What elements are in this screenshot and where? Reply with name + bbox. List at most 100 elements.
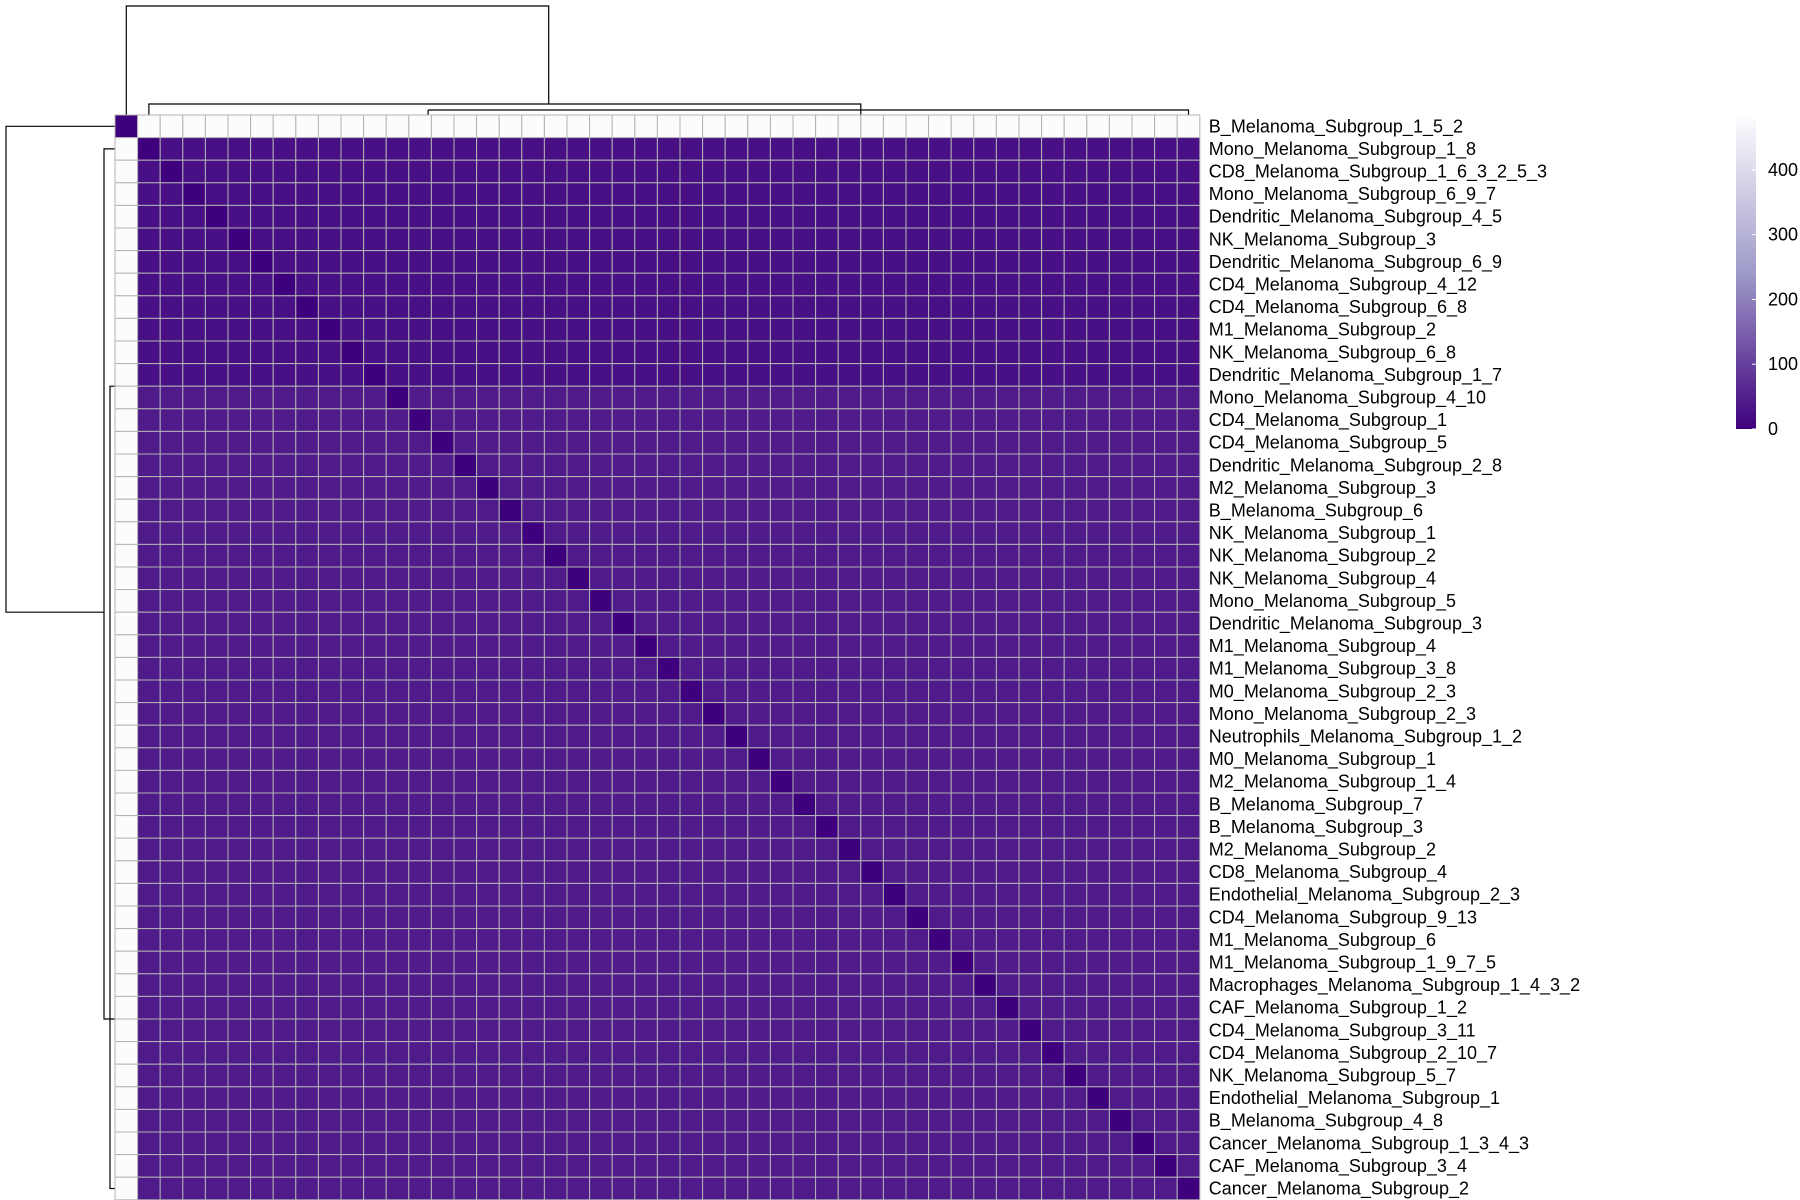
heatmap-cell bbox=[634, 566, 658, 591]
heatmap-cell bbox=[250, 408, 274, 432]
heatmap-cell bbox=[860, 543, 884, 568]
heatmap-cell bbox=[204, 317, 229, 342]
heatmap-cell bbox=[114, 476, 139, 500]
heatmap-cell bbox=[611, 204, 636, 229]
heatmap-cell bbox=[340, 589, 365, 613]
heatmap-cell bbox=[363, 182, 387, 206]
heatmap-cell bbox=[159, 679, 184, 704]
heatmap-cell bbox=[340, 204, 365, 229]
heatmap-cell bbox=[702, 159, 726, 184]
heatmap-cell bbox=[1086, 1086, 1110, 1110]
heatmap-cell bbox=[702, 227, 726, 252]
heatmap-cell bbox=[1063, 905, 1088, 930]
heatmap-cell bbox=[611, 182, 636, 206]
heatmap-cell bbox=[634, 250, 658, 274]
heatmap-cell bbox=[385, 1108, 410, 1133]
heatmap-cell bbox=[137, 250, 161, 274]
heatmap-cell bbox=[860, 498, 884, 523]
heatmap-cell bbox=[679, 272, 704, 297]
heatmap-cell bbox=[928, 295, 952, 319]
heatmap-cell bbox=[1176, 204, 1201, 229]
heatmap-cell bbox=[1131, 1131, 1156, 1156]
heatmap-cell bbox=[317, 995, 342, 1020]
heatmap-cell bbox=[408, 679, 432, 704]
heatmap-cell bbox=[566, 973, 591, 997]
heatmap-cell bbox=[227, 589, 252, 613]
heatmap-cell bbox=[1041, 498, 1065, 523]
heatmap-cell bbox=[363, 476, 387, 500]
heatmap-cell bbox=[792, 272, 817, 297]
heatmap-cell bbox=[543, 204, 568, 229]
heatmap-cell bbox=[928, 385, 952, 410]
heatmap-cell bbox=[272, 1108, 297, 1133]
heatmap-cell bbox=[363, 1108, 387, 1133]
heatmap-cell bbox=[769, 634, 794, 658]
heatmap-cell bbox=[634, 1176, 658, 1200]
heatmap-cell bbox=[747, 702, 771, 726]
heatmap-cell bbox=[340, 928, 365, 952]
heatmap-cell bbox=[747, 860, 771, 884]
heatmap-cell bbox=[589, 905, 613, 930]
heatmap-cell bbox=[724, 905, 749, 930]
heatmap-cell bbox=[182, 1018, 206, 1043]
heatmap-cell bbox=[769, 882, 794, 907]
heatmap-cell bbox=[204, 950, 229, 975]
heatmap-cell bbox=[611, 295, 636, 319]
heatmap-cell bbox=[250, 815, 274, 839]
heatmap-cell bbox=[1176, 611, 1201, 636]
heatmap-cell bbox=[363, 114, 387, 139]
heatmap-cell bbox=[114, 250, 139, 274]
heatmap-cell bbox=[227, 634, 252, 658]
heatmap-cell bbox=[634, 1063, 658, 1088]
heatmap-cell bbox=[430, 769, 455, 794]
heatmap-cell bbox=[950, 566, 975, 591]
heatmap-cell bbox=[589, 408, 613, 432]
heatmap-cell bbox=[476, 385, 500, 410]
heatmap-cell bbox=[363, 634, 387, 658]
heatmap-cell bbox=[724, 1131, 749, 1156]
heatmap-cell bbox=[634, 543, 658, 568]
heatmap-cell bbox=[634, 973, 658, 997]
heatmap-cell bbox=[656, 589, 681, 613]
heatmap-cell bbox=[837, 566, 862, 591]
heatmap-cell bbox=[973, 950, 997, 975]
heatmap-cell bbox=[769, 702, 794, 726]
heatmap-cell bbox=[430, 159, 455, 184]
heatmap-cell bbox=[679, 995, 704, 1020]
heatmap-cell bbox=[1108, 295, 1133, 319]
heatmap-cell bbox=[1131, 882, 1156, 907]
heatmap-cell bbox=[408, 114, 432, 139]
heatmap-cell bbox=[317, 159, 342, 184]
heatmap-cell bbox=[973, 611, 997, 636]
heatmap-cell bbox=[815, 1176, 839, 1200]
heatmap-cell bbox=[679, 295, 704, 319]
heatmap-cell bbox=[250, 928, 274, 952]
heatmap-cell bbox=[1063, 137, 1088, 161]
heatmap-cell bbox=[204, 928, 229, 952]
heatmap-cell bbox=[769, 973, 794, 997]
heatmap-cell bbox=[543, 724, 568, 749]
heatmap-cell bbox=[498, 227, 523, 252]
heatmap-cell bbox=[928, 227, 952, 252]
heatmap-cell bbox=[815, 204, 839, 229]
heatmap-cell bbox=[1176, 408, 1201, 432]
heatmap-cell bbox=[769, 385, 794, 410]
heatmap-cell bbox=[679, 498, 704, 523]
heatmap-cell bbox=[589, 272, 613, 297]
row-label: Mono_Melanoma_Subgroup_1_8 bbox=[1209, 139, 1476, 160]
heatmap-cell bbox=[295, 566, 319, 591]
heatmap-cell bbox=[815, 317, 839, 342]
heatmap-cell bbox=[815, 250, 839, 274]
heatmap-cell bbox=[860, 182, 884, 206]
heatmap-cell bbox=[1154, 1108, 1178, 1133]
heatmap-cell bbox=[995, 476, 1020, 500]
heatmap-cell bbox=[589, 1086, 613, 1110]
heatmap-cell bbox=[430, 634, 455, 658]
heatmap-cell bbox=[702, 1018, 726, 1043]
heatmap-cell bbox=[747, 656, 771, 681]
heatmap-cell bbox=[1131, 792, 1156, 817]
heatmap-cell bbox=[543, 1176, 568, 1200]
heatmap-cell bbox=[363, 611, 387, 636]
heatmap-cell bbox=[1063, 340, 1088, 365]
